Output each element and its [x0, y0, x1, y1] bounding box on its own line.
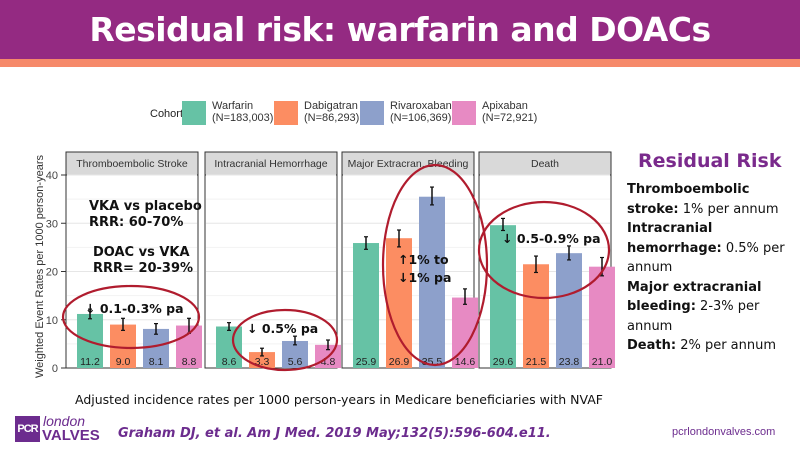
facet-title: Thromboembolic Stroke	[76, 158, 188, 170]
residual-risk-item: Major extracranial bleeding: 2-3% per an…	[627, 278, 797, 337]
legend-label: Rivaroxaban	[390, 100, 452, 112]
highlight-ellipse	[381, 163, 489, 367]
legend-n: (N=72,921)	[482, 112, 538, 124]
bar-rivaroxaban	[419, 196, 445, 368]
facet-title: Intracranial Hemorrhage	[214, 158, 327, 170]
bar-dabigatran	[386, 238, 412, 368]
chart-legend: Cohort Warfarin (N=183,003) Dabigatran (N=…	[0, 96, 620, 130]
bar-value-label: 26.9	[389, 356, 410, 368]
risk-value: 2-3% per annum	[627, 299, 760, 334]
legend-n: (N=106,369)	[390, 112, 452, 124]
logo-valves-text: VALVES	[42, 427, 100, 444]
bar-value-label: 21.0	[592, 356, 613, 368]
bar-value-label: 29.6	[493, 356, 514, 368]
accent-band	[0, 59, 800, 67]
bar-rivaroxaban	[282, 340, 308, 368]
bar-warfarin	[353, 243, 379, 368]
legend-title: Cohort	[150, 108, 184, 120]
annotation-text: ↓ 0.1-0.3% pa	[85, 301, 184, 316]
risk-value: 2% per annum	[676, 338, 777, 353]
bar-value-label: 5.6	[288, 356, 303, 368]
annotation-text: ↓ 0.5-0.9% pa	[502, 231, 601, 246]
logo-pcr-box: PCR	[15, 416, 40, 442]
legend-label: Dabigatran	[304, 100, 358, 112]
risk-label: Death:	[627, 338, 677, 353]
highlight-ellipse	[231, 308, 339, 372]
bar-rivaroxaban	[556, 253, 582, 368]
bar-value-label: 23.8	[559, 356, 580, 368]
legend-label: Warfarin	[212, 100, 254, 112]
y-tick-label: 0	[52, 363, 58, 375]
highlight-ellipse	[477, 200, 611, 300]
chart-caption: Adjusted incidence rates per 1000 person…	[75, 392, 603, 407]
legend-swatch	[182, 101, 206, 125]
bar-value-label: 8.8	[182, 356, 197, 368]
y-tick-label: 30	[46, 218, 58, 230]
bar-value-label: 11.2	[80, 356, 100, 368]
bar-rivaroxaban	[143, 328, 169, 368]
bar-warfarin	[490, 225, 516, 368]
facet-title: Major Extracran. Bleeding	[348, 158, 469, 170]
legend-swatch	[274, 101, 298, 125]
residual-risk-item: Death: 2% per annum	[627, 336, 797, 356]
risk-label: Intracranial hemorrhage:	[627, 221, 722, 256]
legend-swatch	[360, 101, 384, 125]
y-tick-label: 20	[46, 267, 58, 279]
risk-value: 1% per annum	[678, 201, 779, 217]
annotation-text: ↓ 0.5% pa	[247, 321, 318, 336]
annotation-text: RRR= 20-39%	[93, 261, 193, 276]
risk-label: Major extracranial bleeding:	[627, 279, 762, 315]
residual-risk-item: Thromboembolic stroke: 1% per annum	[627, 180, 797, 219]
legend-n: (N=183,003)	[212, 112, 274, 124]
risk-value: 0.5% per annum	[627, 240, 785, 276]
bar-apixaban	[589, 266, 615, 368]
risk-label: Thromboembolic stroke:	[627, 182, 750, 217]
annotation-text: ↓1% pa	[398, 270, 451, 285]
side-panel-title: Residual Risk	[638, 150, 782, 172]
legend-label: Apixaban	[482, 100, 528, 112]
bar-value-label: 8.1	[149, 356, 164, 368]
residual-risk-list: Thromboembolic stroke: 1% per annum Intra…	[627, 180, 797, 356]
facet-title: Death	[531, 158, 559, 170]
title-bar	[0, 0, 800, 59]
residual-risk-item: Intracranial hemorrhage: 0.5% per annum	[627, 219, 797, 278]
annotation-text: VKA vs placebo	[89, 199, 202, 214]
bar-warfarin	[216, 326, 242, 368]
legend-n: (N=86,293)	[304, 112, 360, 124]
website-link[interactable]: pcrlondonvalves.com	[672, 426, 776, 438]
bar-value-label: 21.5	[526, 356, 547, 368]
annotation-text: RRR: 60-70%	[89, 215, 183, 230]
slide-title: Residual risk: warfarin and DOACs	[89, 10, 711, 49]
bar-value-label: 8.6	[222, 356, 237, 368]
legend-swatch	[452, 101, 476, 125]
bar-value-label: 14.6	[455, 356, 476, 368]
highlight-ellipse	[61, 284, 201, 350]
bar-value-label: 9.0	[116, 356, 131, 368]
citation: Graham DJ, et al. Am J Med. 2019 May;132…	[118, 426, 551, 441]
y-tick-label: 40	[46, 170, 58, 182]
annotation-text: DOAC vs VKA	[93, 245, 190, 260]
pcr-london-valves-logo: PCR london VALVES	[15, 413, 120, 446]
bar-value-label: 25.9	[356, 356, 377, 368]
bar-dabigatran	[523, 264, 549, 368]
logo-london-text: london	[43, 413, 86, 429]
annotation-text: ↑1% to	[398, 252, 449, 267]
y-tick-label: 10	[46, 315, 58, 327]
